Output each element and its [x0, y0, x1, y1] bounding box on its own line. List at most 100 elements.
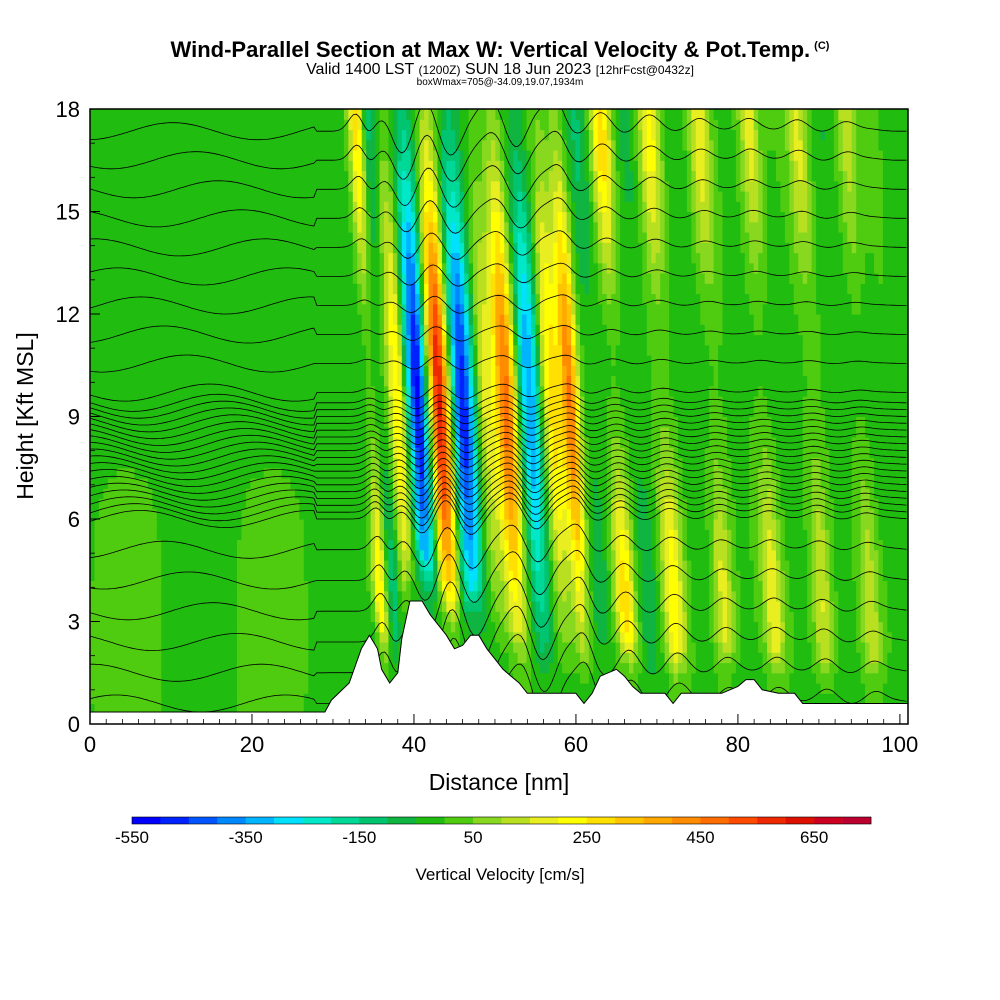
field-cell: [410, 426, 416, 438]
field-cell: [143, 211, 149, 223]
field-cell: [330, 385, 336, 397]
field-cell: [107, 662, 113, 674]
field-cell: [383, 232, 390, 243]
field-cell: [219, 508, 225, 520]
field-cell: [161, 693, 167, 705]
field-cell: [357, 314, 363, 325]
field-cell: [361, 355, 367, 366]
field-cell: [339, 570, 345, 582]
field-cell: [406, 426, 412, 438]
field-cell: [383, 344, 390, 356]
field-cell: [326, 262, 332, 274]
field-cell: [214, 693, 220, 705]
field-cell: [112, 416, 118, 428]
field-cell: [410, 201, 416, 213]
field-cell: [321, 478, 327, 489]
field-cell: [339, 365, 345, 377]
field-cell: [134, 252, 140, 264]
field-cell: [441, 324, 447, 336]
field-cell: [268, 170, 274, 182]
field-cell: [241, 683, 247, 694]
field-cell: [196, 242, 202, 254]
field-cell: [375, 283, 381, 295]
field-cell: [219, 488, 225, 500]
field-cell: [241, 375, 247, 387]
field-cell: [152, 570, 158, 582]
field-cell: [335, 488, 341, 500]
field-cell: [156, 447, 162, 459]
field-cell: [98, 150, 104, 161]
field-cell: [94, 334, 100, 346]
field-cell: [214, 375, 220, 387]
field-cell: [214, 303, 220, 315]
field-cell: [348, 488, 354, 500]
field-cell: [419, 570, 425, 582]
field-cell: [375, 631, 381, 643]
field-cell: [103, 529, 109, 541]
field-cell: [94, 621, 100, 633]
field-cell: [272, 396, 278, 407]
field-cell: [326, 324, 332, 336]
field-cell: [179, 621, 185, 633]
field-cell: [134, 611, 140, 623]
field-cell: [223, 150, 229, 161]
field-cell: [130, 139, 136, 151]
field-cell: [245, 201, 251, 213]
field-cell: [379, 652, 385, 664]
field-cell: [308, 631, 314, 643]
field-cell: [254, 139, 260, 151]
field-cell: [312, 201, 318, 213]
field-cell: [401, 252, 407, 264]
field-cell: [228, 488, 234, 500]
field-cell: [174, 324, 180, 336]
field-cell: [299, 334, 305, 346]
field-cell: [290, 191, 296, 202]
field-cell: [352, 180, 358, 192]
field-cell: [383, 631, 390, 643]
field-cell: [428, 334, 434, 346]
field-cell: [401, 150, 407, 161]
field-cell: [219, 283, 225, 295]
field-cell: [130, 662, 136, 674]
field-cell: [401, 549, 407, 561]
field-cell: [383, 447, 390, 459]
field-cell: [290, 447, 296, 459]
field-cell: [228, 406, 234, 418]
field-cell: [321, 457, 327, 469]
field-cell: [156, 519, 162, 530]
field-cell: [90, 416, 96, 428]
field-cell: [419, 139, 425, 151]
field-cell: [174, 180, 180, 192]
field-cell: [130, 416, 136, 428]
field-cell: [343, 385, 349, 397]
field-cell: [370, 437, 376, 448]
field-cell: [228, 375, 234, 387]
field-cell: [348, 662, 354, 674]
field-cell: [272, 119, 278, 131]
field-cell: [326, 560, 332, 571]
field-cell: [415, 590, 421, 602]
field-cell: [241, 549, 247, 561]
field-cell: [130, 601, 136, 612]
field-cell: [277, 396, 283, 407]
field-cell: [237, 252, 243, 264]
field-cell: [312, 273, 318, 284]
field-cell: [152, 662, 158, 674]
field-cell: [103, 642, 109, 653]
field-cell: [250, 549, 256, 561]
field-cell: [147, 365, 153, 377]
field-cell: [165, 631, 171, 643]
field-cell: [241, 508, 247, 520]
field-cell: [188, 365, 194, 377]
field-cell: [441, 539, 447, 551]
field-cell: [361, 314, 367, 325]
field-cell: [139, 150, 145, 161]
field-cell: [383, 570, 390, 582]
field-cell: [143, 570, 149, 582]
field-cell: [147, 652, 153, 664]
field-cell: [308, 221, 314, 233]
field-cell: [139, 467, 145, 479]
field-cell: [112, 160, 118, 172]
field-cell: [210, 416, 216, 428]
field-cell: [370, 262, 376, 274]
